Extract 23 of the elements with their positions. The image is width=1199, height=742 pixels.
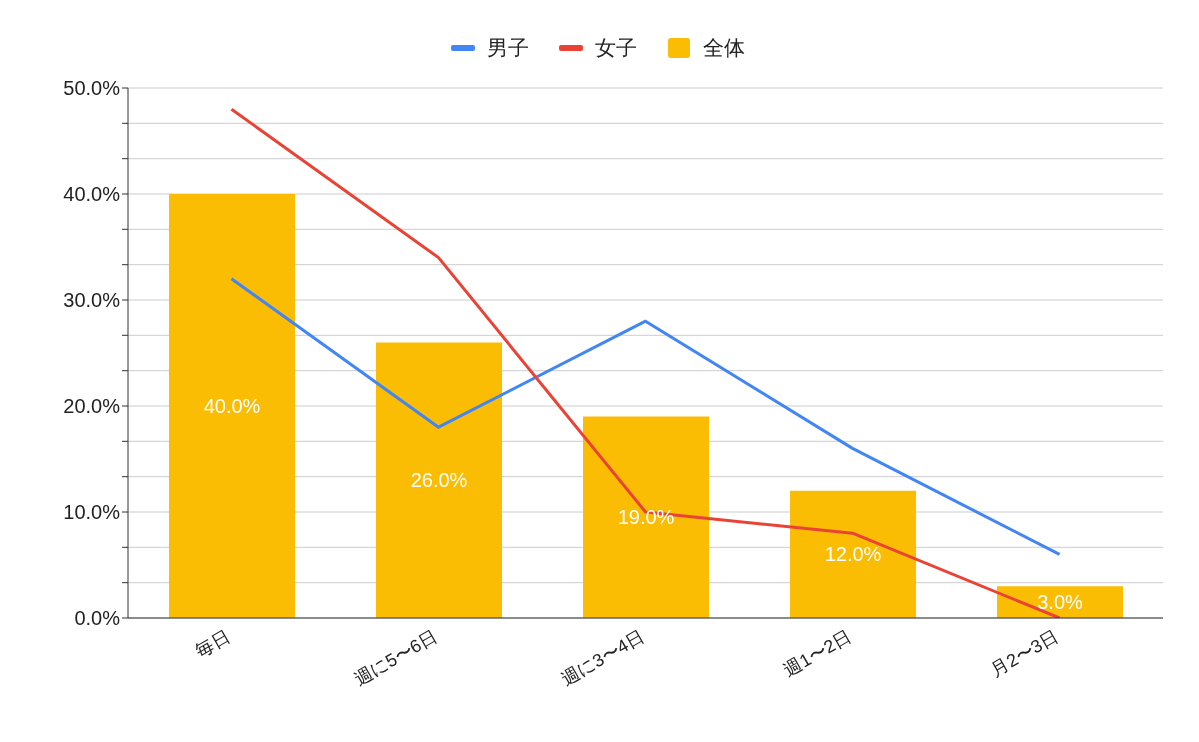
y-tick-label: 50.0% xyxy=(63,77,121,100)
x-tick-label: 週に5〜6日 xyxy=(350,626,441,690)
y-tick-label: 0.0% xyxy=(74,607,121,630)
x-tick-label: 月2〜3日 xyxy=(987,626,1062,681)
y-tick-label: 30.0% xyxy=(63,289,121,312)
legend-label: 男子 xyxy=(487,35,529,61)
x-tick-label: 週1〜2日 xyxy=(780,626,855,681)
data-label: 3.0% xyxy=(1037,591,1084,614)
data-label: 12.0% xyxy=(824,543,882,566)
bar xyxy=(790,490,916,618)
x-tick-label: 週に3〜4日 xyxy=(557,626,648,690)
x-tick-label: 毎日 xyxy=(192,626,234,662)
data-label: 26.0% xyxy=(410,469,468,492)
y-tick-label: 40.0% xyxy=(63,183,121,206)
data-label: 40.0% xyxy=(203,395,261,417)
bar xyxy=(169,194,295,618)
bar xyxy=(376,342,502,618)
legend-label: 全体 xyxy=(703,35,745,61)
y-tick-label: 10.0% xyxy=(63,501,121,524)
legend-label: 女子 xyxy=(595,35,637,61)
y-tick-label: 20.0% xyxy=(63,395,121,418)
bar xyxy=(583,416,709,618)
data-label: 19.0% xyxy=(617,506,675,529)
